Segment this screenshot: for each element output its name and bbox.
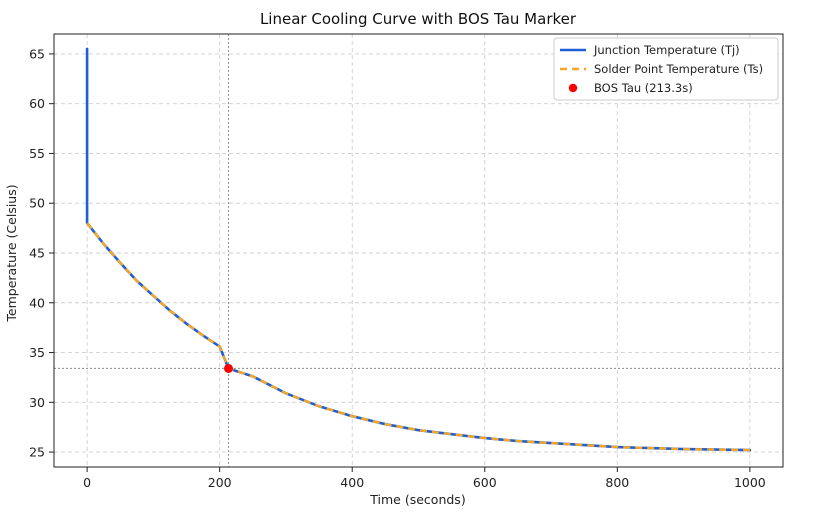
y-tick-label: 30 [29, 395, 45, 410]
y-tick-label: 25 [29, 445, 45, 460]
legend: Junction Temperature (Tj) Solder Point Te… [553, 37, 779, 101]
y-tick-label: 45 [29, 245, 45, 260]
chart-title: Linear Cooling Curve with BOS Tau Marker [260, 10, 577, 28]
y-tick-label: 60 [29, 96, 45, 111]
x-tick-label: 1000 [734, 475, 766, 490]
y-axis: 25 30 35 40 45 50 55 60 65 [29, 46, 54, 460]
x-tick-label: 800 [605, 475, 629, 490]
plot-frame [53, 33, 784, 468]
legend-entry-tau: BOS Tau (213.3s) [594, 81, 693, 95]
junction-temperature-line [85, 47, 752, 452]
bos-tau-marker [223, 363, 233, 373]
markers [223, 363, 233, 373]
y-tick-label: 55 [29, 146, 45, 161]
legend-entry-solder: Solder Point Temperature (Ts) [594, 62, 763, 76]
x-axis: 0 200 400 600 800 1000 [83, 467, 766, 490]
solder-point-temperature-line [86, 222, 750, 452]
grid [54, 34, 783, 467]
series-lines [85, 47, 752, 452]
legend-marker-swatch [568, 83, 578, 93]
x-tick-label: 400 [340, 475, 364, 490]
y-tick-label: 65 [29, 46, 45, 61]
legend-box [553, 37, 779, 101]
y-tick-label: 40 [29, 295, 45, 310]
x-axis-title: Time (seconds) [369, 492, 465, 507]
x-tick-label: 200 [208, 475, 232, 490]
x-tick-label: 0 [83, 475, 91, 490]
y-tick-label: 50 [29, 196, 45, 211]
legend-entry-junction: Junction Temperature (Tj) [593, 43, 740, 57]
x-tick-label: 600 [473, 475, 497, 490]
y-tick-label: 35 [29, 345, 45, 360]
y-axis-title: Temperature (Celsius) [4, 184, 19, 322]
reference-lines [54, 34, 783, 467]
